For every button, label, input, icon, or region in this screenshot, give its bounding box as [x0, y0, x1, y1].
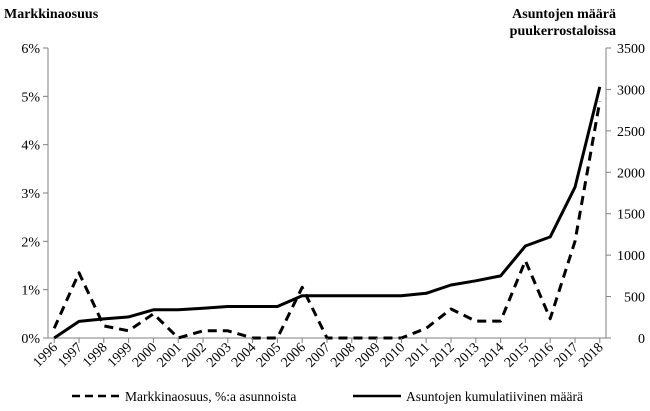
x-tick-label: 2012	[427, 340, 457, 370]
x-tick-label: 1997	[55, 340, 85, 370]
x-tick-label: 2005	[254, 340, 284, 370]
left-tick-label: 6%	[21, 42, 40, 57]
x-tick-label: 2000	[130, 340, 160, 370]
legend-label-cumulative: Asuntojen kumulatiivinen määrä	[406, 389, 583, 404]
right-axis-title-line-1: Asuntojen määrä	[512, 7, 616, 22]
x-tick-label: 2018	[576, 340, 606, 370]
x-tick-label: 1998	[80, 340, 110, 370]
left-tick-label: 4%	[21, 139, 40, 154]
legend-label-market-share: Markkinaosuus, %:a asunnoista	[125, 389, 296, 404]
left-axis-title: Markkinaosuus	[4, 7, 99, 22]
series-line-market-share	[52, 100, 602, 340]
left-tick-label: 1%	[21, 284, 40, 299]
x-tick-label: 2006	[279, 340, 309, 370]
left-tick-label: 0%	[21, 332, 40, 347]
right-tick-label: 3500	[617, 42, 645, 57]
left-tick-label: 3%	[21, 187, 40, 202]
plot-area	[52, 86, 602, 340]
x-tick-label: 2007	[303, 340, 333, 370]
x-tick-label: 2013	[452, 340, 482, 370]
x-tick-label: 2003	[204, 340, 234, 370]
left-tick-label: 5%	[21, 90, 40, 105]
right-tick-label: 2500	[617, 125, 645, 140]
right-tick-label: 2000	[617, 166, 645, 181]
left-tick-label: 2%	[21, 235, 40, 250]
x-tick-label: 2001	[155, 340, 185, 370]
right-tick-label: 0	[638, 332, 645, 347]
x-tick-label: 2015	[502, 340, 532, 370]
series-line-cumulative	[53, 86, 602, 340]
right-tick-label: 3000	[617, 83, 645, 98]
axes: 0% 1% 2% 3% 4% 5% 6% 0 500 1000 1500 2000 2500 3000 35…	[21, 42, 645, 347]
x-tick-label: 2009	[353, 340, 383, 370]
x-axis-labels: 1996199719981999200020012002200320042005…	[31, 338, 607, 371]
x-tick-label: 2014	[477, 340, 507, 370]
x-tick-label: 2011	[403, 340, 433, 370]
x-tick-label: 2016	[527, 340, 557, 370]
right-tick-label: 1000	[617, 249, 645, 264]
x-tick-label: 2010	[378, 340, 408, 370]
x-tick-label: 2002	[179, 340, 209, 370]
legend: Markkinaosuus, %:a asunnoista Asuntojen …	[72, 389, 583, 404]
x-tick-label: 2017	[551, 340, 581, 370]
right-tick-label: 500	[624, 291, 645, 306]
right-axis-title-line-2: puukerrostaloissa	[510, 24, 616, 39]
x-tick-label: 1999	[105, 340, 135, 370]
x-tick-label: 2004	[229, 340, 259, 370]
right-tick-label: 1500	[617, 208, 645, 223]
x-tick-label: 2008	[328, 340, 358, 370]
